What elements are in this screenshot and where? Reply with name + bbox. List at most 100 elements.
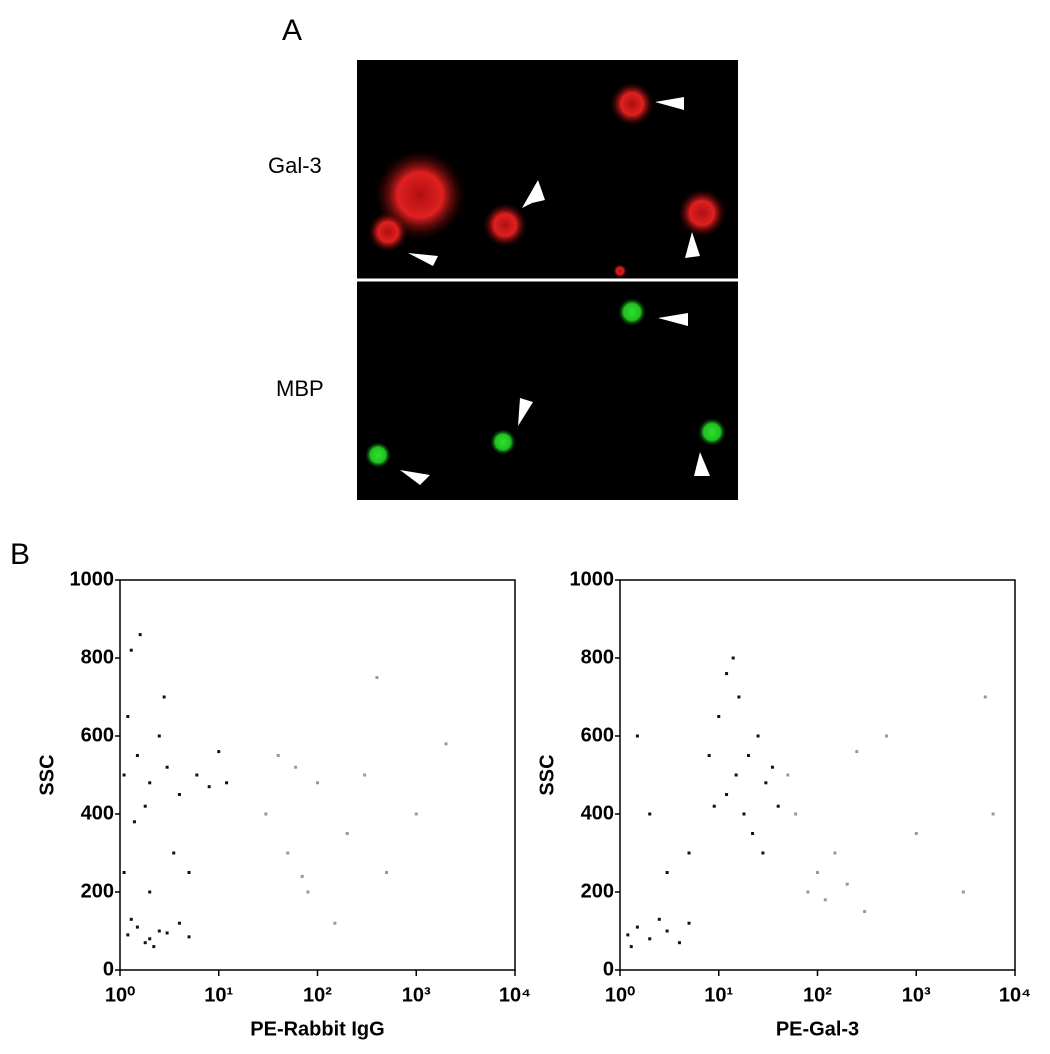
y-tick-label: 600 [581, 724, 614, 746]
x-tick-label: 10² [303, 984, 332, 1006]
point [294, 765, 298, 769]
y-tick-label: 1000 [70, 568, 115, 590]
point [806, 890, 810, 894]
point [152, 945, 156, 949]
point [665, 929, 669, 933]
point [816, 871, 819, 874]
point [122, 871, 126, 874]
point [751, 832, 755, 835]
point [345, 832, 349, 835]
point [276, 754, 280, 757]
point [138, 633, 142, 637]
point [823, 898, 827, 902]
point [207, 785, 211, 789]
micrograph [357, 60, 738, 500]
point [157, 929, 161, 933]
point [845, 882, 849, 886]
point [122, 773, 126, 777]
panel-label: B [10, 538, 30, 571]
x-tick-label: 10³ [402, 984, 431, 1006]
y-tick-label: 0 [103, 958, 114, 980]
point [626, 933, 630, 937]
point [707, 754, 711, 757]
point [148, 890, 152, 894]
point [132, 820, 136, 824]
point [126, 933, 130, 937]
x-tick-label: 10⁰ [105, 984, 135, 1006]
y-tick-label: 0 [603, 958, 614, 980]
point [143, 804, 147, 808]
point [333, 921, 337, 925]
point [731, 656, 735, 660]
x-axis-label: PE-Gal-3 [776, 1018, 859, 1040]
row-label: Gal-3 [268, 153, 322, 178]
point [786, 773, 790, 777]
point [148, 937, 152, 941]
y-tick-label: 1000 [570, 568, 615, 590]
point [143, 941, 147, 945]
point [648, 937, 652, 941]
y-tick-label: 800 [581, 646, 614, 668]
point [225, 781, 229, 785]
point [126, 715, 130, 718]
point [914, 832, 918, 835]
point [135, 925, 139, 929]
point [764, 781, 768, 785]
y-tick-label: 200 [581, 880, 614, 902]
point [306, 890, 310, 894]
point [717, 715, 721, 718]
point [712, 804, 716, 808]
point [177, 921, 181, 925]
point [635, 925, 639, 929]
point [172, 851, 176, 855]
point [316, 781, 319, 785]
point [187, 935, 191, 939]
y-axis-label: SSC [36, 754, 58, 795]
point [776, 804, 780, 808]
point [129, 917, 133, 921]
point [687, 851, 691, 855]
point [195, 773, 199, 777]
y-tick-label: 800 [81, 646, 114, 668]
point [665, 871, 669, 874]
point [725, 793, 729, 796]
point [746, 754, 750, 757]
point [863, 910, 867, 913]
point [961, 890, 965, 894]
point [855, 750, 859, 754]
row-label: MBP [276, 376, 324, 401]
point [756, 734, 760, 738]
x-tick-label: 10⁰ [605, 984, 635, 1006]
point [148, 781, 152, 785]
point [165, 931, 169, 935]
point [363, 773, 367, 777]
point [737, 695, 741, 699]
point [129, 648, 133, 652]
point [687, 921, 691, 925]
point [657, 917, 661, 921]
point [648, 812, 652, 816]
point [385, 871, 389, 874]
point [157, 734, 161, 738]
plot-frame [619, 579, 1016, 971]
x-tick-label: 10¹ [704, 984, 733, 1006]
y-tick-label: 400 [581, 802, 614, 824]
point [635, 734, 639, 738]
point [734, 773, 738, 777]
point [833, 851, 837, 855]
point [135, 754, 139, 757]
x-tick-label: 10⁴ [499, 984, 531, 1006]
point [983, 695, 987, 699]
x-tick-label: 10¹ [204, 984, 233, 1006]
x-tick-label: 10³ [902, 984, 931, 1006]
point [629, 945, 633, 949]
point [165, 765, 169, 769]
point [677, 941, 681, 945]
x-axis-label: PE-Rabbit IgG [250, 1018, 384, 1040]
plot-frame [119, 579, 516, 971]
point [742, 812, 746, 816]
point [187, 871, 191, 874]
point [177, 793, 181, 796]
x-tick-label: 10² [803, 984, 832, 1006]
